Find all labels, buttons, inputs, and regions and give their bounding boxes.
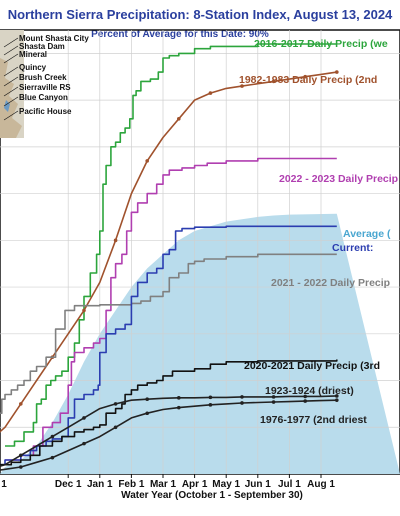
series-line-3 — [0, 253, 337, 414]
series-marker-6 — [82, 416, 86, 420]
series-label-3: 2021 - 2022 Daily Precip — [271, 277, 390, 289]
series-marker-1 — [82, 308, 86, 313]
station-label: Quincy — [19, 63, 47, 72]
series-marker-6 — [303, 394, 308, 399]
average-label: Average ( — [343, 228, 391, 240]
series-line-2 — [5, 157, 337, 461]
station-leader-line — [3, 86, 19, 97]
series-marker-7 — [50, 455, 55, 460]
series-marker-1 — [303, 74, 308, 79]
series-marker-6 — [50, 434, 55, 439]
series-marker-1 — [145, 159, 149, 163]
series-marker-7 — [335, 398, 339, 402]
series-label-7: 1976-1977 (2nd driest — [260, 414, 367, 426]
station-label: Sierraville RS — [19, 83, 71, 92]
series-marker-6 — [335, 394, 339, 398]
series-marker-7 — [177, 405, 181, 410]
series-marker-1 — [271, 79, 276, 84]
series-marker-7 — [271, 400, 276, 404]
series-marker-6 — [271, 395, 276, 399]
series-line-7 — [0, 399, 337, 471]
series-marker-7 — [145, 411, 149, 416]
series-marker-1 — [208, 91, 213, 95]
series-marker-7 — [303, 399, 308, 403]
series-marker-6 — [240, 395, 244, 399]
series-marker-7 — [82, 441, 86, 446]
series-marker-6 — [145, 397, 149, 402]
x-tick-label: Apr 1 — [182, 479, 208, 490]
x-tick-label: 1 — [1, 479, 7, 490]
series-layer — [0, 43, 339, 471]
series-marker-7 — [208, 403, 213, 407]
station-label: Mount Shasta City — [19, 34, 89, 43]
inset-map-relief — [0, 58, 22, 138]
series-marker-6 — [177, 396, 181, 400]
series-marker-1 — [240, 84, 244, 88]
chart-title: Northern Sierra Precipitation: 8-Station… — [8, 7, 393, 22]
series-line-6 — [0, 395, 337, 467]
series-marker-6 — [208, 395, 213, 400]
x-tick-label: Jun 1 — [245, 479, 272, 490]
series-label-1: 1982-1983 Daily Precip (2nd — [239, 74, 377, 86]
station-label: Mineral — [19, 50, 47, 59]
x-tick-label: Jul 1 — [278, 479, 301, 490]
station-leader-line — [3, 76, 19, 87]
x-tick-label: Aug 1 — [307, 479, 335, 490]
series-marker-7 — [113, 425, 118, 430]
station-leader-line — [3, 110, 19, 121]
series-marker-7 — [240, 401, 244, 405]
x-tick-label: Feb 1 — [118, 479, 145, 490]
station-label: Brush Creek — [19, 73, 67, 82]
series-marker-1 — [177, 117, 181, 121]
series-marker-1 — [335, 70, 339, 74]
series-line-5 — [0, 359, 338, 466]
x-tick-label: Mar 1 — [150, 479, 177, 490]
series-marker-6 — [113, 402, 118, 406]
series-label-5: 2020-2021 Daily Precip (3rd — [244, 360, 380, 372]
station-label: Pacific House — [19, 107, 72, 116]
station-label: Blue Canyon — [19, 93, 68, 102]
plot-area: 2016-2017 Daily Precip (we 1982-1983 Dail… — [0, 29, 400, 475]
x-tick-label: Jan 1 — [87, 479, 113, 490]
series-label-layer: 2016-2017 Daily Precip (we 1982-1983 Dail… — [239, 38, 398, 426]
station-leader-line — [3, 53, 19, 64]
station-label: Shasta Dam — [19, 42, 65, 51]
station-leader-line — [3, 45, 19, 56]
series-label-4: Current: — [332, 242, 373, 254]
chart-subtitle: Percent of Average for this Date: 90% — [91, 29, 269, 40]
series-marker-1 — [19, 402, 23, 406]
x-axis-label: Water Year (October 1 - September 30) — [121, 490, 303, 501]
x-tick-label: May 1 — [212, 479, 240, 490]
x-axis: 1 Dec 1 Jan 1 Feb 1 Mar 1 Apr 1 May 1 Jun 1 Jul … — [1, 474, 335, 490]
station-leader-line — [3, 96, 19, 107]
x-tick-label: Dec 1 — [55, 479, 82, 490]
series-marker-1 — [113, 238, 118, 243]
series-label-2: 2022 - 2023 Daily Precip — [279, 173, 398, 185]
grid-layer — [0, 30, 400, 474]
series-line-0 — [5, 43, 337, 447]
series-marker-7 — [19, 465, 23, 469]
series-line-1 — [0, 71, 337, 433]
series-label-6: 1923-1924 (driest) — [265, 385, 354, 397]
station-leader-line — [3, 37, 19, 48]
station-leader-line — [3, 66, 19, 77]
series-label-0: 2016-2017 Daily Precip (we — [254, 38, 388, 50]
series-marker-6 — [19, 453, 23, 458]
